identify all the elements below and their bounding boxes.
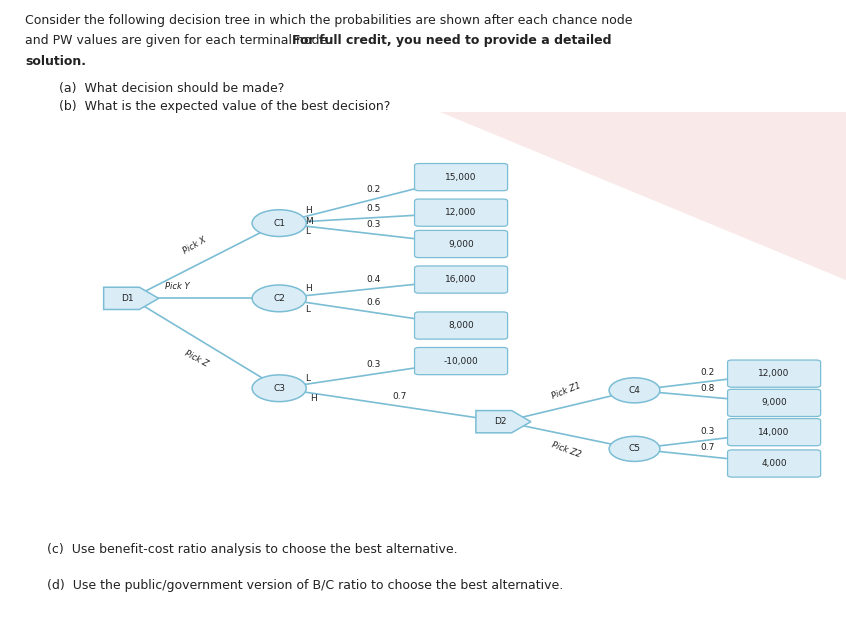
Text: 15,000: 15,000 bbox=[445, 173, 477, 182]
Circle shape bbox=[252, 285, 306, 312]
Text: 0.3: 0.3 bbox=[700, 427, 714, 436]
Polygon shape bbox=[440, 112, 846, 280]
FancyBboxPatch shape bbox=[415, 348, 508, 374]
Text: (d)  Use the public/government version of B/C ratio to choose the best alternati: (d) Use the public/government version of… bbox=[47, 579, 563, 592]
Text: 0.4: 0.4 bbox=[366, 275, 381, 283]
Text: C1: C1 bbox=[273, 218, 285, 228]
Text: Pick Y: Pick Y bbox=[165, 282, 190, 291]
Text: Pick Z1: Pick Z1 bbox=[551, 381, 583, 401]
Text: (b)  What is the expected value of the best decision?: (b) What is the expected value of the be… bbox=[59, 100, 391, 113]
Text: 0.5: 0.5 bbox=[366, 203, 381, 213]
Polygon shape bbox=[103, 287, 159, 310]
FancyBboxPatch shape bbox=[728, 450, 821, 477]
Text: 0.3: 0.3 bbox=[366, 220, 381, 229]
Text: 0.7: 0.7 bbox=[393, 392, 407, 401]
Text: Pick X: Pick X bbox=[182, 235, 208, 256]
FancyBboxPatch shape bbox=[728, 389, 821, 416]
Text: 12,000: 12,000 bbox=[445, 208, 477, 217]
Text: -10,000: -10,000 bbox=[443, 356, 479, 366]
Text: For full credit, you need to provide a detailed: For full credit, you need to provide a d… bbox=[292, 34, 612, 47]
Text: 0.7: 0.7 bbox=[700, 443, 714, 452]
Text: 8,000: 8,000 bbox=[448, 321, 474, 330]
Polygon shape bbox=[475, 411, 530, 433]
Text: C5: C5 bbox=[629, 444, 640, 454]
Text: 0.2: 0.2 bbox=[366, 185, 381, 194]
FancyBboxPatch shape bbox=[415, 312, 508, 339]
Text: 0.3: 0.3 bbox=[366, 360, 381, 369]
FancyBboxPatch shape bbox=[728, 419, 821, 446]
Text: 12,000: 12,000 bbox=[758, 369, 790, 378]
Text: Pick Z: Pick Z bbox=[184, 348, 210, 368]
Text: H: H bbox=[310, 394, 317, 403]
Text: D1: D1 bbox=[122, 294, 135, 303]
Text: 14,000: 14,000 bbox=[758, 427, 790, 437]
Text: M: M bbox=[305, 217, 313, 227]
FancyBboxPatch shape bbox=[415, 266, 508, 293]
Text: L: L bbox=[305, 305, 310, 314]
Text: H: H bbox=[305, 284, 312, 293]
Circle shape bbox=[609, 436, 660, 461]
Text: C3: C3 bbox=[273, 384, 285, 392]
Circle shape bbox=[252, 210, 306, 236]
Text: solution.: solution. bbox=[25, 55, 86, 68]
Text: (a)  What decision should be made?: (a) What decision should be made? bbox=[59, 82, 284, 95]
Text: 16,000: 16,000 bbox=[445, 275, 477, 284]
Text: (c)  Use benefit-cost ratio analysis to choose the best alternative.: (c) Use benefit-cost ratio analysis to c… bbox=[47, 543, 457, 556]
Text: D2: D2 bbox=[494, 417, 506, 426]
Text: 0.8: 0.8 bbox=[700, 384, 714, 392]
FancyBboxPatch shape bbox=[728, 360, 821, 388]
Text: C2: C2 bbox=[273, 294, 285, 303]
Text: Pick Z2: Pick Z2 bbox=[551, 440, 583, 459]
Text: 0.6: 0.6 bbox=[366, 298, 381, 308]
Circle shape bbox=[609, 378, 660, 403]
FancyBboxPatch shape bbox=[415, 163, 508, 191]
Text: L: L bbox=[305, 374, 310, 383]
Text: and PW values are given for each terminal node.: and PW values are given for each termina… bbox=[25, 34, 336, 47]
Text: 4,000: 4,000 bbox=[761, 459, 787, 468]
FancyBboxPatch shape bbox=[415, 199, 508, 227]
Circle shape bbox=[252, 375, 306, 402]
Text: Consider the following decision tree in which the probabilities are shown after : Consider the following decision tree in … bbox=[25, 14, 633, 27]
Text: 9,000: 9,000 bbox=[448, 240, 474, 248]
Text: L: L bbox=[305, 227, 310, 236]
Text: 0.2: 0.2 bbox=[700, 368, 714, 378]
Text: H: H bbox=[305, 205, 312, 215]
Text: C4: C4 bbox=[629, 386, 640, 395]
FancyBboxPatch shape bbox=[415, 230, 508, 258]
Text: 9,000: 9,000 bbox=[761, 398, 787, 407]
